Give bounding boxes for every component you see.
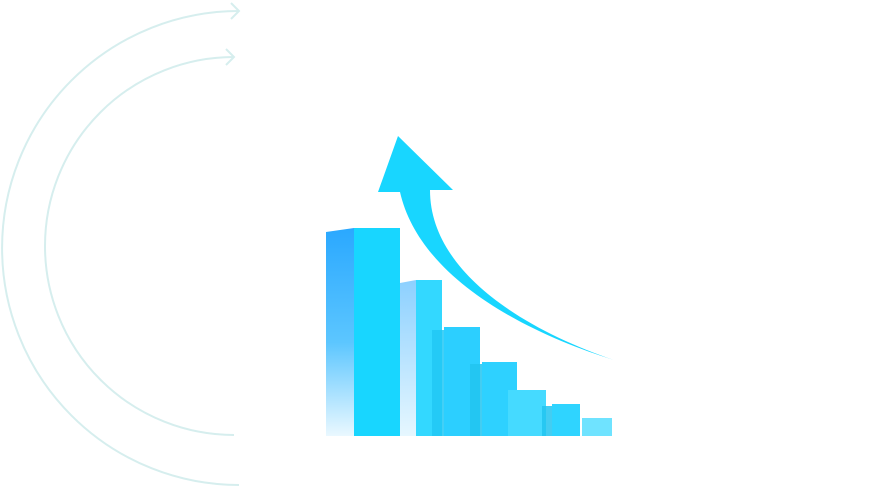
- outer-arc-arrow-icon: [1, 2, 241, 486]
- rising-arrow-icon: [378, 136, 614, 360]
- bar-2-side: [400, 280, 416, 436]
- bar-7: [582, 418, 612, 436]
- bar-6-side: [542, 406, 552, 436]
- bar-4-side: [470, 364, 482, 436]
- inner-arc-arrow-icon: [44, 48, 236, 436]
- bar-6: [552, 404, 580, 436]
- bar-group: [326, 228, 612, 436]
- bar-1-side: [326, 228, 354, 436]
- bar-1: [354, 228, 400, 436]
- bar-3-side: [432, 330, 444, 436]
- bar-5: [508, 390, 546, 436]
